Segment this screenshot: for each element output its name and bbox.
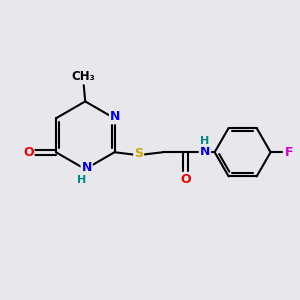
- Text: CH₃: CH₃: [72, 70, 96, 83]
- Text: O: O: [180, 173, 190, 186]
- Text: O: O: [23, 146, 34, 159]
- Text: S: S: [134, 147, 143, 160]
- Text: H: H: [200, 136, 210, 146]
- Text: F: F: [285, 146, 293, 159]
- Text: N: N: [82, 161, 92, 174]
- Text: H: H: [77, 175, 86, 185]
- Text: N: N: [110, 110, 120, 123]
- Text: N: N: [200, 145, 210, 158]
